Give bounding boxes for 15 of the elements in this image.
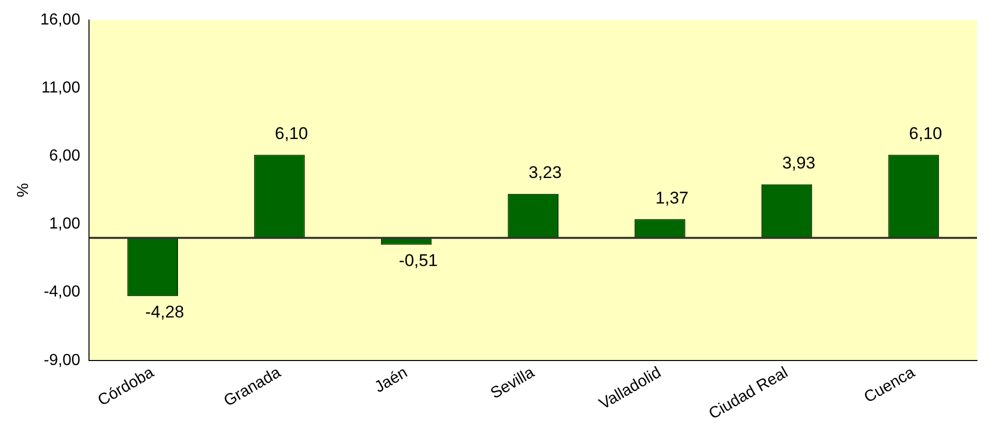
y-tick-label: -4,00 [44,284,80,301]
y-tick-label: 6,00 [49,148,80,165]
y-tick-label: 16,00 [40,11,80,28]
data-label: 6,10 [909,124,942,143]
data-label: -0,51 [398,250,438,270]
data-label: 6,10 [274,124,308,143]
y-tick-label: -9,00 [44,352,80,369]
y-axis-title: % [15,183,32,198]
x-tick-label: Jaén [372,364,410,396]
data-label: -4,28 [145,302,184,322]
data-label: 1,37 [655,188,688,208]
y-tick-label: 11,00 [41,79,80,96]
data-label: 3,93 [782,154,816,173]
data-label: 3,23 [528,163,562,182]
y-tick-label: 1,00 [49,216,80,233]
